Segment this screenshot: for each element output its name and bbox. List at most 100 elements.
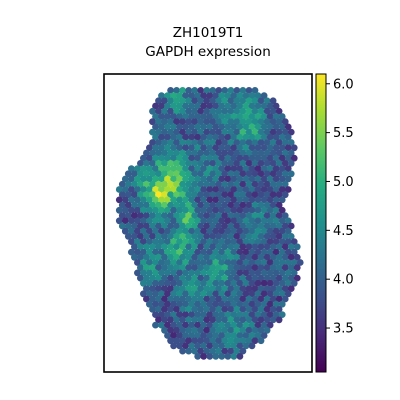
expression-spot: [218, 227, 226, 235]
expression-spot: [158, 300, 165, 308]
expression-spot: [254, 113, 262, 120]
expression-spot: [194, 332, 202, 339]
expression-spot: [257, 160, 265, 167]
expression-spot: [224, 154, 232, 162]
expression-spot: [227, 243, 235, 251]
expression-spot: [257, 149, 265, 157]
expression-spot: [218, 321, 226, 329]
expression-spot: [173, 212, 181, 220]
expression-spot: [236, 123, 244, 131]
expression-spot: [233, 87, 241, 94]
expression-spot: [179, 180, 187, 188]
expression-spot: [257, 107, 265, 115]
expression-spot: [266, 259, 274, 266]
expression-spot: [224, 290, 232, 298]
expression-spot: [221, 170, 229, 178]
expression-spot: [254, 269, 262, 277]
expression-spot: [257, 233, 265, 240]
expression-spot: [182, 175, 190, 183]
expression-spot: [296, 259, 304, 266]
expression-spot: [197, 170, 205, 178]
expression-spot: [221, 285, 229, 292]
expression-spot: [194, 154, 202, 162]
expression-spot: [242, 165, 250, 173]
expression-spot: [200, 269, 208, 277]
expression-spot: [191, 160, 199, 167]
expression-spot: [245, 316, 253, 324]
expression-spot: [158, 133, 165, 141]
expression-spot: [254, 144, 262, 152]
expression-spot: [167, 180, 175, 188]
expression-spot: [215, 212, 223, 220]
expression-spot: [176, 102, 184, 110]
expression-spot: [227, 180, 235, 188]
expression-spot: [260, 279, 268, 287]
expression-spot: [221, 97, 229, 105]
expression-spot: [176, 227, 184, 235]
expression-spot: [272, 206, 280, 214]
expression-spot: [206, 290, 214, 298]
expression-spot: [224, 342, 232, 350]
expression-spot: [158, 290, 165, 298]
expression-spot: [212, 332, 220, 339]
expression-spot: [197, 295, 205, 303]
expression-spot: [254, 102, 262, 110]
expression-spot: [227, 170, 235, 178]
expression-spot: [287, 139, 295, 146]
expression-spot: [197, 274, 205, 282]
expression-spot: [236, 290, 244, 298]
expression-spot: [146, 196, 153, 204]
expression-spot: [179, 170, 187, 178]
expression-spot: [194, 238, 202, 246]
expression-spot: [197, 243, 205, 251]
expression-spot: [245, 97, 253, 105]
expression-spot: [284, 175, 292, 183]
expression-spot: [134, 259, 141, 266]
expression-spot: [230, 154, 238, 162]
expression-spot: [203, 160, 211, 167]
expression-spot: [272, 102, 280, 110]
expression-spot: [209, 264, 217, 272]
expression-spot: [224, 259, 232, 266]
expression-spot: [212, 353, 220, 360]
expression-spot: [143, 222, 150, 230]
expression-spot: [146, 206, 153, 214]
expression-spot: [281, 274, 289, 282]
expression-spot: [200, 102, 208, 110]
expression-spot: [206, 102, 214, 110]
expression-spot: [221, 107, 229, 115]
expression-spot: [233, 326, 241, 334]
expression-spot: [200, 279, 208, 287]
expression-spot: [188, 123, 196, 131]
expression-spot: [179, 233, 187, 240]
expression-spot: [149, 139, 156, 146]
expression-spot: [170, 154, 178, 162]
expression-spot: [197, 97, 205, 105]
expression-spot: [242, 186, 250, 193]
expression-spot: [200, 238, 208, 246]
expression-spot: [251, 306, 259, 313]
expression-spot: [218, 144, 226, 152]
expression-spot: [272, 175, 280, 183]
expression-spot: [188, 248, 196, 256]
expression-spot: [290, 279, 298, 287]
expression-spot: [182, 102, 190, 110]
expression-spot: [152, 300, 159, 308]
expression-spot: [191, 253, 199, 261]
expression-spot: [143, 295, 150, 303]
expression-spot: [260, 300, 268, 308]
expression-spot: [182, 144, 190, 152]
expression-spot: [281, 253, 289, 261]
expression-spot: [158, 248, 165, 256]
expression-spot: [209, 306, 217, 313]
expression-spot: [173, 201, 181, 209]
expression-spot: [230, 238, 238, 246]
expression-spot: [275, 253, 283, 261]
expression-spot: [287, 222, 295, 230]
expression-spot: [134, 186, 141, 193]
expression-spot: [170, 196, 178, 204]
expression-spot: [194, 175, 202, 183]
expression-spot: [269, 201, 277, 209]
expression-spot: [176, 144, 184, 152]
expression-spot: [224, 279, 232, 287]
